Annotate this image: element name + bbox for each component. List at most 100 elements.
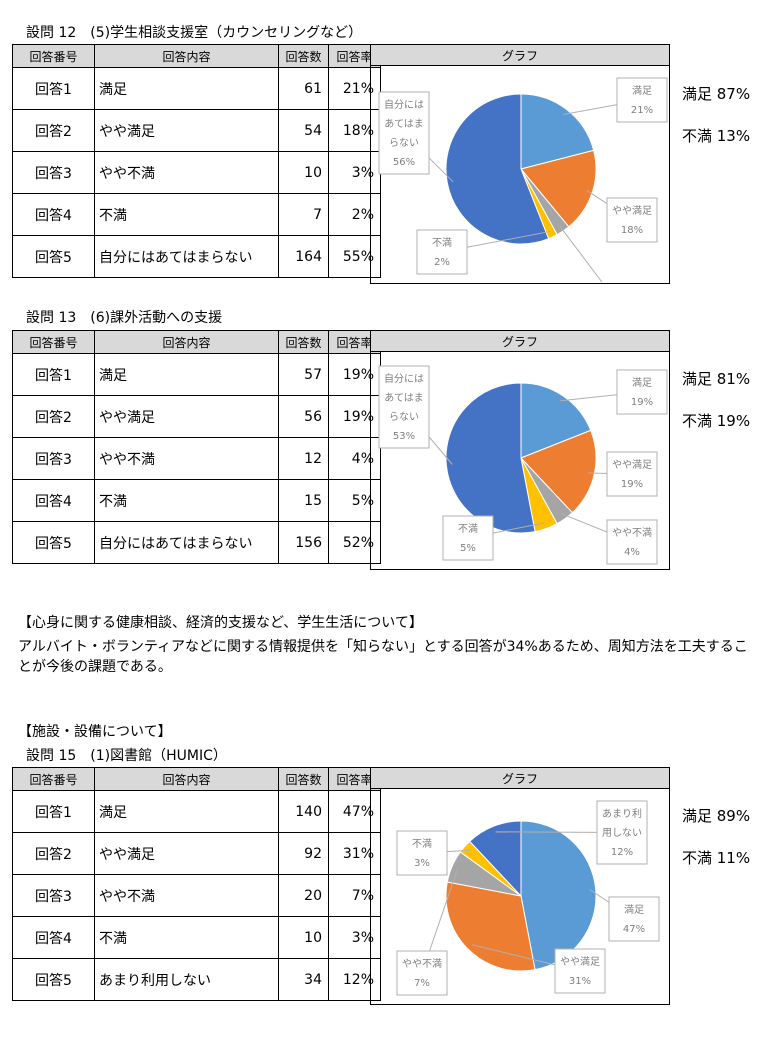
answer-no: 回答3 xyxy=(12,874,95,917)
svg-text:不満: 不満 xyxy=(412,838,432,850)
svg-text:あまり利: あまり利 xyxy=(602,808,642,820)
pie-data-label: やや不満 4% xyxy=(561,513,658,565)
svg-text:3%: 3% xyxy=(414,858,430,869)
answer-count: 56 xyxy=(278,395,329,438)
answer-content: 不満 xyxy=(94,916,279,959)
svg-text:56%: 56% xyxy=(393,157,415,168)
svg-text:4%: 4% xyxy=(624,547,640,558)
svg-text:18%: 18% xyxy=(621,225,643,236)
answer-count: 140 xyxy=(278,790,329,833)
pie-data-label: 満足 19% xyxy=(559,369,668,415)
answer-count: 34 xyxy=(278,958,329,1001)
answer-count: 7 xyxy=(278,193,329,236)
pie-data-label: 不満 5% xyxy=(442,515,545,561)
answer-rate: 52% xyxy=(328,521,381,564)
pie-slice xyxy=(445,881,536,972)
answer-no: 回答2 xyxy=(12,109,95,152)
answer-content: やや不満 xyxy=(94,437,279,480)
answer-no: 回答1 xyxy=(12,790,95,833)
section-heading: 【心身に関する健康相談、経済的支援など、学生生活について】 xyxy=(18,615,423,631)
answer-count: 61 xyxy=(278,67,329,110)
answer-content: 自分にはあてはまらない xyxy=(94,235,279,278)
answer-rate: 21% xyxy=(328,67,381,110)
answer-count: 12 xyxy=(278,437,329,480)
svg-text:あてはま: あてはま xyxy=(384,392,424,404)
answer-rate: 18% xyxy=(328,109,381,152)
svg-text:2%: 2% xyxy=(434,257,450,268)
svg-text:19%: 19% xyxy=(621,479,643,490)
pie-data-label: 不満 2% xyxy=(416,229,551,275)
table-row: 回答2 やや満足 92 31% xyxy=(12,832,381,875)
summary-satisfied: 満足 87% xyxy=(682,85,751,103)
answer-no: 回答2 xyxy=(12,395,95,438)
svg-text:不満: 不満 xyxy=(458,523,478,535)
answer-rate: 47% xyxy=(328,790,381,833)
answer-content: やや満足 xyxy=(94,832,279,875)
answer-no: 回答5 xyxy=(12,958,95,1001)
svg-text:満足: 満足 xyxy=(632,85,652,97)
answer-count: 20 xyxy=(278,874,329,917)
pie-data-label: あまり利用しない 12% xyxy=(495,800,648,865)
table-row: 回答1 満足 57 19% xyxy=(12,353,381,396)
pie-data-label: 自分にはあてはまらない 53% xyxy=(378,365,453,465)
answer-rate: 3% xyxy=(328,151,381,194)
svg-text:47%: 47% xyxy=(623,924,645,935)
answer-count: 10 xyxy=(278,151,329,194)
answer-no: 回答5 xyxy=(12,521,95,564)
header-content: 回答内容 xyxy=(94,44,279,68)
svg-text:12%: 12% xyxy=(611,847,633,858)
answer-no: 回答1 xyxy=(12,353,95,396)
table-row: 回答1 満足 140 47% xyxy=(12,790,381,833)
header-count: 回答数 xyxy=(278,44,329,68)
table-row: 回答4 不満 15 5% xyxy=(12,479,381,522)
question-title: 設問 12 (5)学生相談支援室（カウンセリングなど） xyxy=(26,25,363,41)
svg-text:7%: 7% xyxy=(414,978,430,989)
pie-data-label: 自分にはあてはまらない 56% xyxy=(378,91,454,183)
answer-content: 不満 xyxy=(94,479,279,522)
answer-count: 15 xyxy=(278,479,329,522)
answer-no: 回答4 xyxy=(12,193,95,236)
pie-data-label: やや満足 19% xyxy=(588,451,658,497)
pie-data-label: 満足 47% xyxy=(589,889,660,942)
pie-chart: 満足 19% やや満足 19% やや不満 4% 不満 5% 自分にはあてはまらない 53% xyxy=(378,365,668,565)
pie-data-label: 不満 3% xyxy=(396,830,470,876)
table-row: 回答5 自分にはあてはまらない 156 52% xyxy=(12,521,381,564)
section-heading: 【施設・設備について】 xyxy=(18,724,172,740)
table-header-row: 回答番号 回答内容 回答数 回答率 xyxy=(12,330,381,354)
table-header-row: 回答番号 回答内容 回答数 回答率 xyxy=(12,44,381,68)
graph-header: グラフ xyxy=(370,44,670,66)
graph-cell: 満足 19% やや満足 19% やや不満 4% 不満 5% 自分には あてはま らない 53% xyxy=(370,352,670,570)
table-row: 回答5 自分にはあてはまらない 164 55% xyxy=(12,235,381,278)
svg-text:あてはま: あてはま xyxy=(384,118,424,130)
answer-rate: 3% xyxy=(328,916,381,959)
answer-content: 満足 xyxy=(94,67,279,110)
svg-text:21%: 21% xyxy=(631,105,653,116)
question-title: 設問 15 (1)図書館（HUMIC） xyxy=(26,748,227,764)
answer-content: やや不満 xyxy=(94,874,279,917)
answer-no: 回答2 xyxy=(12,832,95,875)
pie-slice xyxy=(520,149,597,228)
pie-data-label: やや満足 31% xyxy=(472,944,606,994)
answer-content: 満足 xyxy=(94,790,279,833)
answer-rate: 7% xyxy=(328,874,381,917)
answer-rate: 2% xyxy=(328,193,381,236)
table-header-row: 回答番号 回答内容 回答数 回答率 xyxy=(12,767,381,791)
svg-text:らない: らない xyxy=(389,411,419,423)
svg-text:31%: 31% xyxy=(569,976,591,987)
answer-no: 回答3 xyxy=(12,151,95,194)
answer-content: 満足 xyxy=(94,353,279,396)
answer-count: 10 xyxy=(278,916,329,959)
answer-rate: 4% xyxy=(328,437,381,480)
paragraph-line: アルバイト・ボランティアなどに関する情報提供を「知らない」とする回答が34%ある… xyxy=(18,639,748,655)
svg-text:やや満足: やや満足 xyxy=(612,205,652,217)
table-row: 回答5 あまり利用しない 34 12% xyxy=(12,958,381,1001)
table-row: 回答1 満足 61 21% xyxy=(12,67,381,110)
question-title: 設問 13 (6)課外活動への支援 xyxy=(26,310,223,326)
summary-dissatisfied: 不満 19% xyxy=(682,412,751,430)
answer-no: 回答1 xyxy=(12,67,95,110)
header-no: 回答番号 xyxy=(12,767,95,791)
pie-slice xyxy=(468,820,522,898)
svg-text:満足: 満足 xyxy=(624,904,644,916)
header-no: 回答番号 xyxy=(12,44,95,68)
